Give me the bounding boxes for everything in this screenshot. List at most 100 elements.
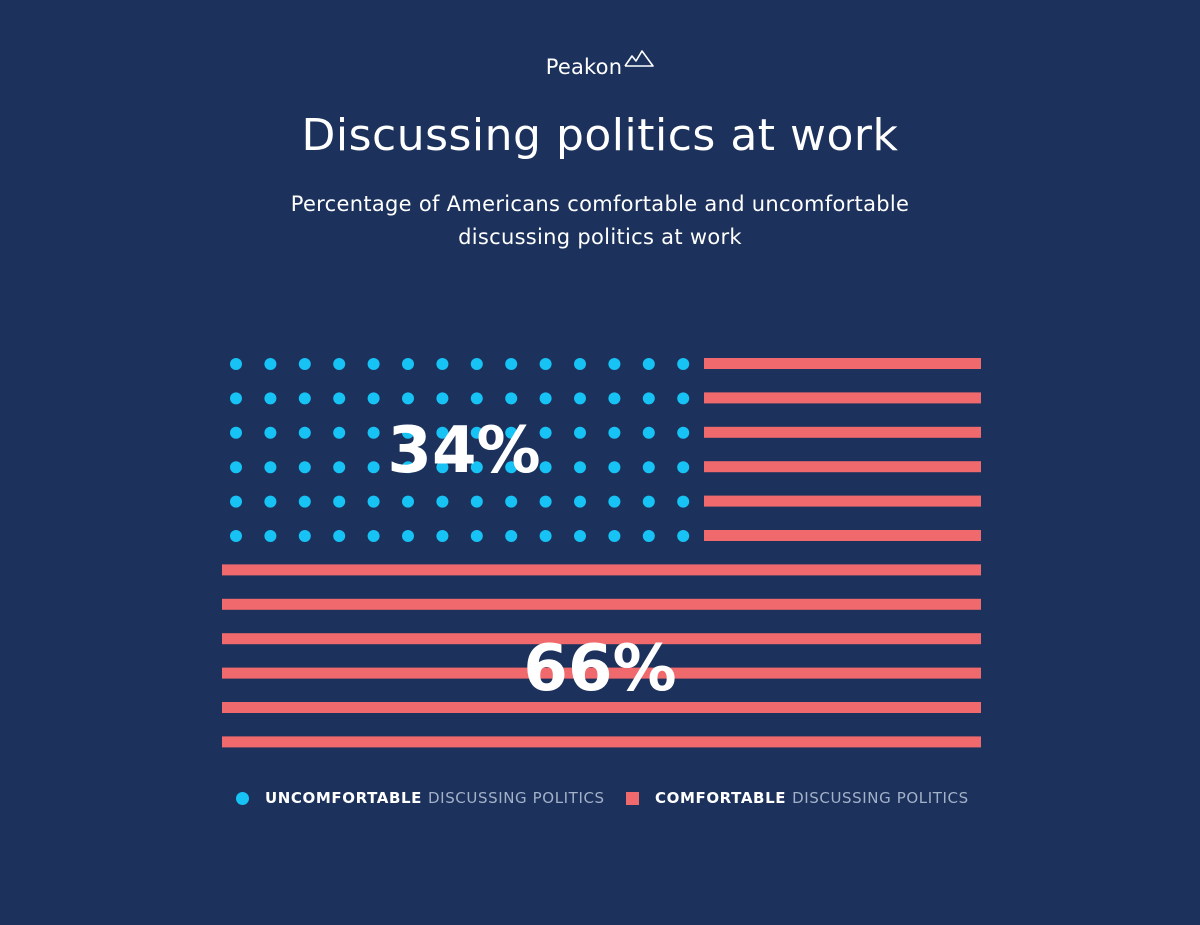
uncomfortable-dot [608, 461, 621, 474]
uncomfortable-dot [402, 530, 414, 542]
uncomfortable-dot [539, 530, 552, 542]
chart-legend: UNCOMFORTABLE DISCUSSING POLITICS COMFOR… [0, 789, 1200, 813]
legend-dot-icon [236, 791, 249, 805]
uncomfortable-dot [642, 461, 655, 474]
legend-uncomfortable-rest: DISCUSSING POLITICS [428, 789, 605, 807]
uncomfortable-dot [470, 392, 483, 405]
uncomfortable-dot [230, 426, 242, 439]
uncomfortable-dot [574, 495, 586, 508]
comfortable-stripe [704, 495, 981, 507]
mountain-icon [624, 50, 655, 67]
uncomfortable-dot [470, 495, 483, 508]
uncomfortable-dot [367, 530, 380, 542]
uncomfortable-dot [642, 530, 655, 542]
uncomfortable-dot [264, 495, 277, 508]
uncomfortable-dot [642, 392, 655, 405]
uncomfortable-dot [470, 461, 483, 474]
uncomfortable-dot [367, 392, 380, 405]
uncomfortable-dot [574, 392, 586, 405]
uncomfortable-dot [333, 426, 346, 439]
uncomfortable-dot [436, 426, 449, 439]
uncomfortable-dot [539, 495, 552, 508]
comfortable-stripe [704, 358, 981, 369]
legend-uncomfortable-strong: UNCOMFORTABLE [265, 789, 423, 807]
uncomfortable-dot [505, 426, 518, 439]
comfortable-stripe [704, 392, 981, 404]
brand-name: Peakon [545, 55, 623, 79]
comfortable-stripe [704, 461, 981, 473]
uncomfortable-dot [230, 461, 242, 474]
uncomfortable-dot [367, 426, 380, 439]
uncomfortable-dot [539, 461, 552, 474]
uncomfortable-dot [230, 392, 242, 405]
uncomfortable-dot [574, 461, 586, 474]
uncomfortable-dot [333, 392, 346, 405]
uncomfortable-dot [436, 358, 449, 370]
comfortable-stripes [222, 358, 981, 748]
uncomfortable-dot [470, 426, 483, 439]
uncomfortable-dot [539, 392, 552, 405]
uncomfortable-dot [539, 358, 552, 370]
uncomfortable-dot [574, 358, 586, 370]
uncomfortable-dot [574, 426, 586, 439]
legend-comfortable-strong: COMFORTABLE [655, 789, 787, 807]
comfortable-stripe [222, 598, 981, 610]
uncomfortable-dot [505, 358, 518, 370]
uncomfortable-dot [264, 392, 277, 405]
uncomfortable-dot [367, 495, 380, 508]
uncomfortable-dot [539, 426, 552, 439]
uncomfortable-dot [333, 530, 346, 542]
uncomfortable-dot [470, 358, 483, 370]
comfortable-stripe [222, 736, 981, 748]
uncomfortable-dots [230, 358, 690, 542]
uncomfortable-dot [298, 461, 311, 474]
uncomfortable-dot [608, 530, 621, 542]
uncomfortable-dot [367, 461, 380, 474]
uncomfortable-dot [402, 495, 414, 508]
uncomfortable-dot [230, 358, 242, 370]
uncomfortable-dot [505, 461, 518, 474]
uncomfortable-dot [298, 426, 311, 439]
uncomfortable-dot [436, 461, 449, 474]
uncomfortable-dot [677, 461, 690, 474]
comfortable-stripe [222, 564, 981, 576]
uncomfortable-dot [505, 392, 518, 405]
legend-item-comfortable: COMFORTABLE DISCUSSING POLITICS [626, 789, 969, 807]
uncomfortable-dot [298, 495, 311, 508]
comfortable-stripe [704, 530, 981, 541]
uncomfortable-dot [402, 358, 414, 370]
uncomfortable-dot [505, 495, 518, 508]
page-title: Discussing politics at work [301, 110, 899, 161]
brand-logo: Peakon [0, 48, 1200, 78]
uncomfortable-dot [642, 426, 655, 439]
uncomfortable-dot [402, 426, 414, 439]
uncomfortable-dot [436, 495, 449, 508]
uncomfortable-dot [608, 426, 621, 439]
uncomfortable-dot [402, 392, 414, 405]
uncomfortable-dot [264, 358, 277, 370]
uncomfortable-dot [333, 495, 346, 508]
uncomfortable-dot [677, 426, 690, 439]
uncomfortable-dot [230, 530, 242, 542]
uncomfortable-dot [402, 461, 414, 474]
uncomfortable-dot [505, 530, 518, 542]
uncomfortable-dot [677, 495, 690, 508]
legend-item-uncomfortable: UNCOMFORTABLE DISCUSSING POLITICS [236, 789, 605, 807]
comfortable-stripe [704, 426, 981, 438]
uncomfortable-dot [642, 358, 655, 370]
uncomfortable-dot [298, 358, 311, 370]
comfortable-stripe [222, 633, 981, 645]
uncomfortable-percent-label: 34% [387, 414, 540, 488]
uncomfortable-dot [436, 530, 449, 542]
uncomfortable-dot [608, 392, 621, 405]
legend-comfortable-rest: DISCUSSING POLITICS [792, 789, 969, 807]
uncomfortable-dot [436, 392, 449, 405]
uncomfortable-dot [264, 426, 277, 439]
uncomfortable-dot [470, 530, 483, 542]
uncomfortable-dot [264, 461, 277, 474]
uncomfortable-dot [677, 358, 690, 370]
uncomfortable-dot [264, 530, 277, 542]
comfortable-stripe [222, 667, 981, 679]
uncomfortable-dot [333, 461, 346, 474]
